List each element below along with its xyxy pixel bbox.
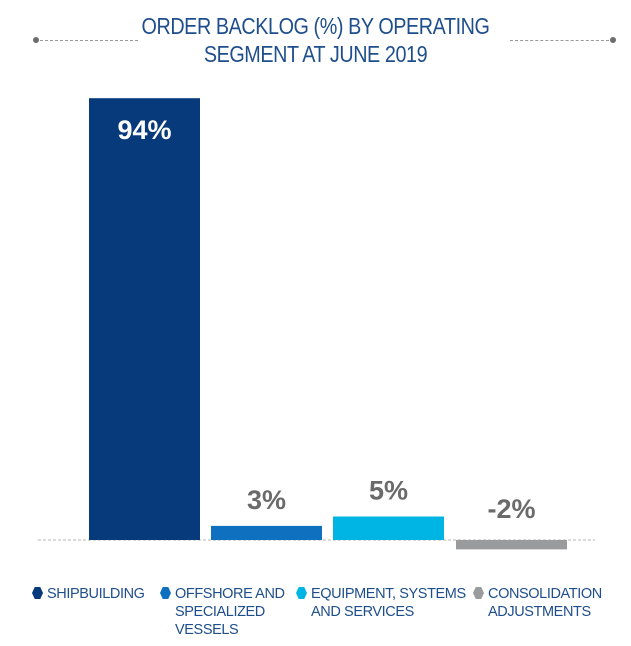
- chart-title-line-2: SEGMENT AT JUNE 2019: [203, 41, 428, 67]
- value-label-shipbuilding: 94%: [117, 115, 171, 145]
- value-label-offshore: 3%: [247, 485, 286, 515]
- title-decoration-line-left: [40, 40, 138, 41]
- legend-swatch-equipment: [296, 587, 307, 599]
- legend-item-offshore: OFFSHORE AND SPECIALIZED VESSELS: [160, 585, 285, 639]
- legend-swatch-consolidation: [473, 587, 484, 599]
- bar-consolidation: [456, 540, 567, 550]
- legend-item-equipment: EQUIPMENT, SYSTEMS AND SERVICES: [296, 585, 466, 621]
- title-decoration-dot-left: [33, 37, 39, 43]
- title-decoration-dot-right: [610, 37, 616, 43]
- legend-label-consolidation: CONSOLIDATION ADJUSTMENTS: [488, 586, 602, 620]
- bar-equipment: [333, 516, 444, 540]
- legend-item-consolidation: CONSOLIDATION ADJUSTMENTS: [473, 585, 602, 621]
- legend-item-shipbuilding: SHIPBUILDING: [32, 585, 145, 603]
- bar-offshore: [211, 525, 322, 540]
- chart-title-line-1: ORDER BACKLOG (%) BY OPERATING: [141, 13, 490, 39]
- bar-shipbuilding: [89, 98, 200, 540]
- legend-swatch-shipbuilding: [32, 587, 43, 599]
- legend-swatch-offshore: [160, 587, 171, 599]
- legend-label-equipment: EQUIPMENT, SYSTEMS AND SERVICES: [311, 586, 466, 620]
- legend-label-shipbuilding: SHIPBUILDING: [47, 586, 145, 602]
- legend-label-offshore: OFFSHORE AND SPECIALIZED VESSELS: [175, 586, 285, 638]
- value-label-equipment: 5%: [369, 476, 408, 506]
- value-label-consolidation: -2%: [487, 494, 535, 524]
- title-decoration-line-right: [510, 40, 609, 41]
